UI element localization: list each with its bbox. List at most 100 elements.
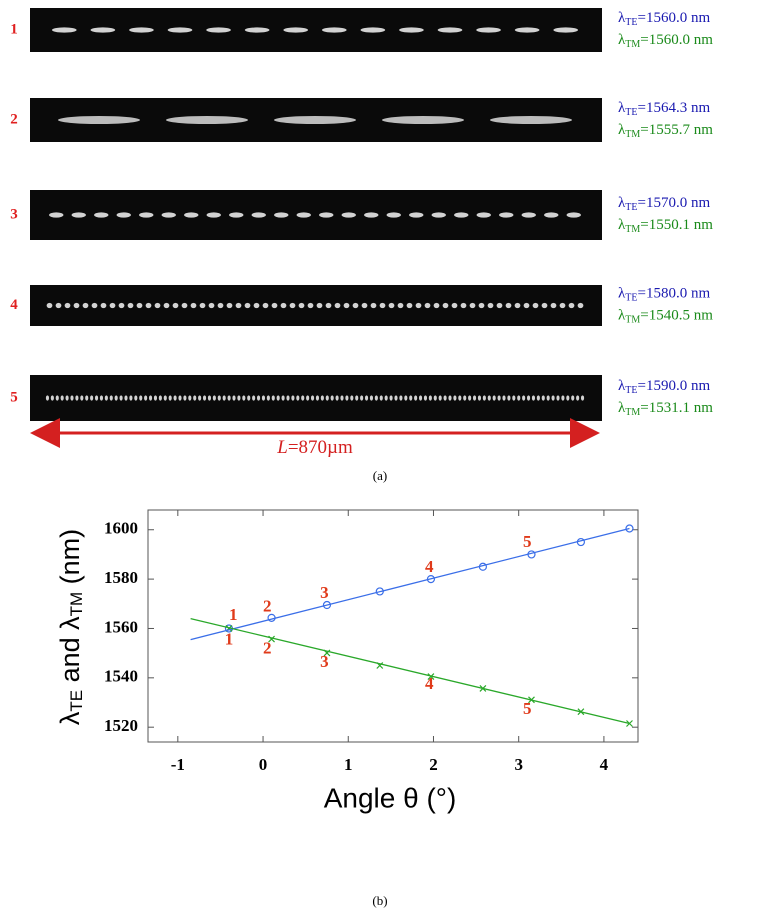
lambda: λ — [618, 217, 626, 233]
mode-spot — [64, 302, 71, 309]
lambda: λ — [618, 32, 626, 48]
y-tick-label: 1560 — [104, 617, 138, 636]
chart: 1520 1540 1560 1580 1600 -1 0 1 2 3 4 1 2 3 4 5 1 2 3 4 5 — [104, 510, 638, 774]
mode-spot — [55, 302, 62, 309]
mode-spot — [566, 212, 581, 218]
lambda: λ — [618, 195, 626, 211]
mode-spot — [415, 302, 422, 309]
mode-spot — [394, 395, 398, 401]
mode-spot — [217, 395, 221, 401]
mode-spot — [335, 395, 339, 401]
mode-spot — [173, 395, 177, 401]
mode-spot — [296, 395, 300, 401]
mode-spot — [71, 212, 86, 218]
mode-spot — [75, 395, 79, 401]
mode-spot — [100, 302, 107, 309]
mode-spot — [145, 302, 152, 309]
mode-spot — [478, 302, 485, 309]
value: =1550.1 nm — [640, 217, 713, 233]
lambda: λ — [618, 308, 626, 324]
mode-spot — [181, 302, 188, 309]
mode-spot — [496, 302, 503, 309]
mode-spot — [374, 395, 378, 401]
mode-spot — [229, 212, 244, 218]
mode-spot — [94, 395, 99, 401]
mode-spot — [286, 395, 290, 401]
point-label: 3 — [320, 583, 329, 602]
mode-spot — [51, 27, 77, 33]
mode-spot — [568, 302, 575, 309]
value: =1560.0 nm — [640, 32, 713, 48]
y-tick-label: 1600 — [104, 519, 138, 538]
mode-spot — [345, 395, 349, 401]
mode-spot — [577, 302, 584, 309]
mode-spot — [271, 395, 275, 401]
mode-spot — [321, 27, 347, 33]
mode-spot — [482, 395, 486, 401]
mode-spot — [172, 302, 179, 309]
mode-spot — [208, 302, 215, 309]
mode-spot — [468, 395, 472, 401]
subscript: TM — [625, 224, 640, 235]
mode-spot — [319, 212, 334, 218]
mode-spot — [487, 395, 491, 401]
mode-spot — [580, 395, 585, 401]
mode-spot — [94, 212, 109, 218]
mode-spot — [80, 395, 84, 401]
mode-spot — [477, 395, 482, 401]
scale-label: L=870µm — [276, 437, 353, 458]
value: =1555.7 nm — [640, 122, 713, 138]
wavelength-label: λTE=1580.0 nm — [618, 286, 710, 304]
mode-spot — [341, 212, 356, 218]
mode-spot — [73, 302, 80, 309]
mode-spot — [556, 395, 560, 401]
mode-spot — [502, 395, 506, 401]
scale-symbol: L — [276, 437, 288, 458]
mode-spot — [276, 395, 280, 401]
wavelength-label: λTE=1590.0 nm — [618, 378, 710, 396]
wavelength-label: λTE=1560.0 nm — [618, 10, 710, 28]
lambda: λ — [618, 100, 626, 116]
mode-spot — [124, 395, 128, 401]
mode-spot — [178, 395, 182, 401]
mode-spot — [163, 302, 170, 309]
mode-spot — [289, 302, 296, 309]
mode-spot — [561, 395, 565, 401]
mode-spot — [90, 395, 94, 401]
mode-spot — [252, 395, 256, 401]
wavelength-label: λTE=1570.0 nm — [618, 195, 710, 213]
mode-spot — [523, 302, 530, 309]
label-part: λ — [55, 711, 85, 725]
mode-spot — [384, 395, 388, 401]
row-index: 2 — [10, 111, 18, 127]
mode-spot — [499, 212, 514, 218]
lambda: λ — [618, 378, 626, 394]
mode-spot — [232, 395, 236, 401]
mode-spot — [202, 395, 207, 401]
mode-spot — [242, 395, 246, 401]
mode-spot — [127, 302, 134, 309]
row-index: 3 — [10, 206, 18, 222]
wavelength-label: λTM=1555.7 nm — [618, 122, 713, 140]
mode-spot — [364, 395, 369, 401]
mode-spot — [212, 395, 216, 401]
point-label: 4 — [425, 557, 434, 576]
subscript: TE — [625, 293, 637, 304]
mode-spot — [364, 212, 379, 218]
lambda: λ — [618, 122, 626, 138]
mode-spot — [104, 395, 108, 401]
mode-spot — [306, 395, 310, 401]
subscript: TE — [625, 17, 637, 28]
mode-spot — [226, 302, 233, 309]
subscript: TM — [625, 315, 640, 326]
mode-spot — [399, 27, 424, 33]
mode-spot — [65, 395, 69, 401]
mode-spot — [310, 395, 315, 401]
mode-spot — [433, 302, 440, 309]
mode-spot — [360, 395, 364, 401]
mode-spot — [217, 302, 224, 309]
mode-spot — [253, 302, 260, 309]
mode-spot — [315, 395, 320, 401]
mode-image — [30, 8, 602, 52]
